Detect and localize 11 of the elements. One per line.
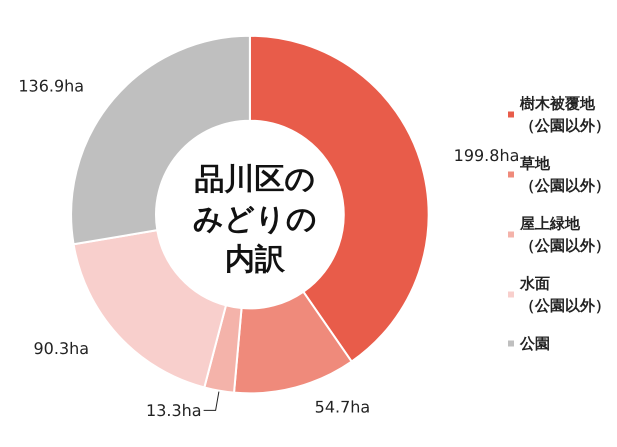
legend-label: 公園 — [519, 334, 550, 352]
data-label: 90.3ha — [34, 339, 90, 358]
legend-label: 草地（公園以外） — [519, 154, 610, 194]
data-label: 136.9ha — [18, 76, 84, 96]
data-label: 199.8ha — [454, 146, 520, 165]
legend-label: 水面（公園以外） — [519, 274, 610, 314]
legend-label: 樹木被覆地（公園以外） — [519, 94, 610, 134]
data-label: 54.7ha — [314, 397, 370, 416]
data-label: 13.3ha — [146, 400, 202, 420]
text: 品川区のみどりの内訳 — [192, 162, 317, 278]
legend-label: 屋上緑地（公園以外） — [519, 214, 610, 254]
